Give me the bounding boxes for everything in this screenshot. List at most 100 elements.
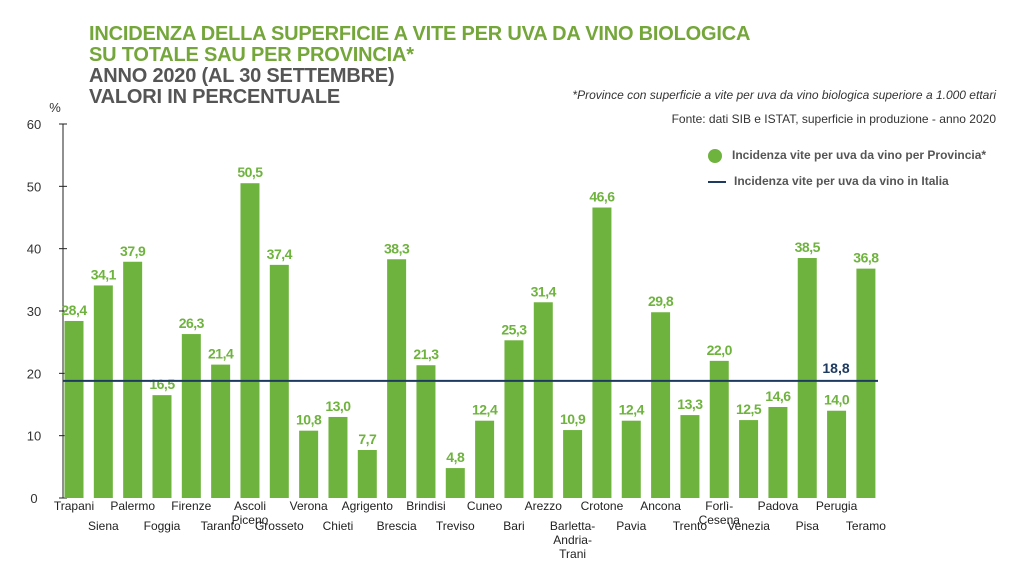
bar-value-label: 12,5 [736,401,762,417]
bar [299,430,319,498]
x-tick-label: Teramo [846,519,886,533]
bar-value-label: 37,9 [120,243,146,259]
y-axis-unit: % [49,100,61,115]
x-tick-label: Andria- [553,533,592,547]
x-tick-label: Foggia [144,519,181,533]
bar [240,183,260,498]
bar [621,420,641,498]
bar [533,302,553,498]
bar-value-label: 38,3 [384,240,410,256]
bar [709,360,729,498]
x-tick-label: Cesena [699,513,741,527]
bar [768,406,788,498]
y-tick-label: 10 [27,429,41,444]
legend-item-bar: Incidenza vite per uva da vino per Provi… [708,148,986,163]
bar [827,410,847,498]
bar-value-label: 14,0 [824,392,850,408]
bar [211,364,231,498]
bar [357,450,377,498]
chart-title: INCIDENZA DELLA SUPERFICIE A VITE PER UV… [89,24,750,108]
x-tick-label: Brindisi [406,499,445,513]
x-tick-label: Taranto [201,519,241,533]
bar-value-label: 21,4 [208,346,234,362]
bar [592,207,612,498]
x-tick-label: Brescia [377,519,417,533]
title-line-4: VALORI IN PERCENTUALE [89,86,340,108]
x-tick-label: Perugia [816,499,858,513]
bar-value-label: 25,3 [501,321,527,337]
y-tick-label: 30 [27,304,41,319]
x-tick-label: Grosseto [255,519,304,533]
y-tick-label: 50 [27,179,41,194]
x-tick-label: Trapani [54,499,94,513]
x-tick-label: Arezzo [525,499,563,513]
x-tick-label: Piceno [232,513,269,527]
y-tick-label: 0 [30,491,37,506]
bar [93,285,113,498]
legend-swatch-line [708,180,726,183]
bar-value-label: 12,4 [472,402,498,418]
x-tick-label: Chieti [323,519,354,533]
bar-value-label: 14,6 [765,388,791,404]
bar [739,420,759,498]
legend-label-bar: Incidenza vite per uva da vino per Provi… [732,148,987,162]
bar-value-label: 38,5 [795,239,821,255]
x-tick-label: Barletta- [550,519,595,533]
bar-value-label: 7,7 [358,431,377,447]
bar [680,415,700,498]
bar-value-label: 13,0 [325,398,351,414]
x-tick-label: Firenze [171,499,211,513]
bar-value-label: 28,4 [61,302,87,318]
x-tick-label: Siena [88,519,119,533]
x-tick-label: Pavia [616,519,646,533]
title-line-1: INCIDENZA DELLA SUPERFICIE A VITE PER UV… [89,23,751,45]
x-tick-label: Ancona [640,499,681,513]
bar [856,268,876,498]
x-tick-label: Palermo [110,499,155,513]
bar-value-label: 16,5 [149,376,175,392]
bar [181,334,201,498]
bar-value-label: 13,3 [677,396,703,412]
bar-value-label: 10,8 [296,412,322,428]
x-tick-label: Pisa [796,519,820,533]
bar-value-label: 10,9 [560,411,586,427]
reference-line-label: 18,8 [822,360,849,376]
x-tick-label: Verona [290,499,328,513]
x-tick-label: Ascoli [234,499,266,513]
bar-value-label: 12,4 [619,402,645,418]
bar-value-label: 29,8 [648,293,674,309]
y-tick-label: 40 [27,242,41,257]
y-tick-label: 20 [27,366,41,381]
bar [504,340,524,498]
x-tick-label: Venezia [727,519,770,533]
bar [563,430,583,498]
bar [387,259,407,498]
x-tick-label: Bari [503,519,524,533]
x-tick-label: Padova [758,499,799,513]
footnote: *Province con superficie a vite per uva … [572,88,996,102]
legend-item-line: Incidenza vite per uva da vino in Italia [708,174,949,188]
bar [328,416,348,498]
x-tick-label: Forlì- [705,499,733,513]
y-tick-label: 60 [27,117,41,132]
bar [651,312,671,498]
bar-value-label: 36,8 [853,250,879,266]
bar-value-label: 46,6 [589,189,615,205]
bar-value-label: 37,4 [267,246,293,262]
x-tick-label: Cuneo [467,499,503,513]
x-tick-label: Trento [673,519,708,533]
bar [64,320,84,498]
bar-value-label: 22,0 [707,342,733,358]
bar [475,420,495,498]
legend-swatch-bar [708,148,722,163]
bar [152,395,172,498]
bar-value-label: 34,1 [91,266,117,282]
source-note: Fonte: dati SIB e ISTAT, superficie in p… [671,112,996,126]
title-line-3: ANNO 2020 (AL 30 SETTEMBRE) [89,65,395,87]
bar-value-label: 31,4 [531,283,557,299]
x-tick-label: Treviso [436,519,475,533]
legend-label-line: Incidenza vite per uva da vino in Italia [734,174,949,188]
bar [445,468,465,498]
bar-value-label: 50,5 [237,164,263,180]
